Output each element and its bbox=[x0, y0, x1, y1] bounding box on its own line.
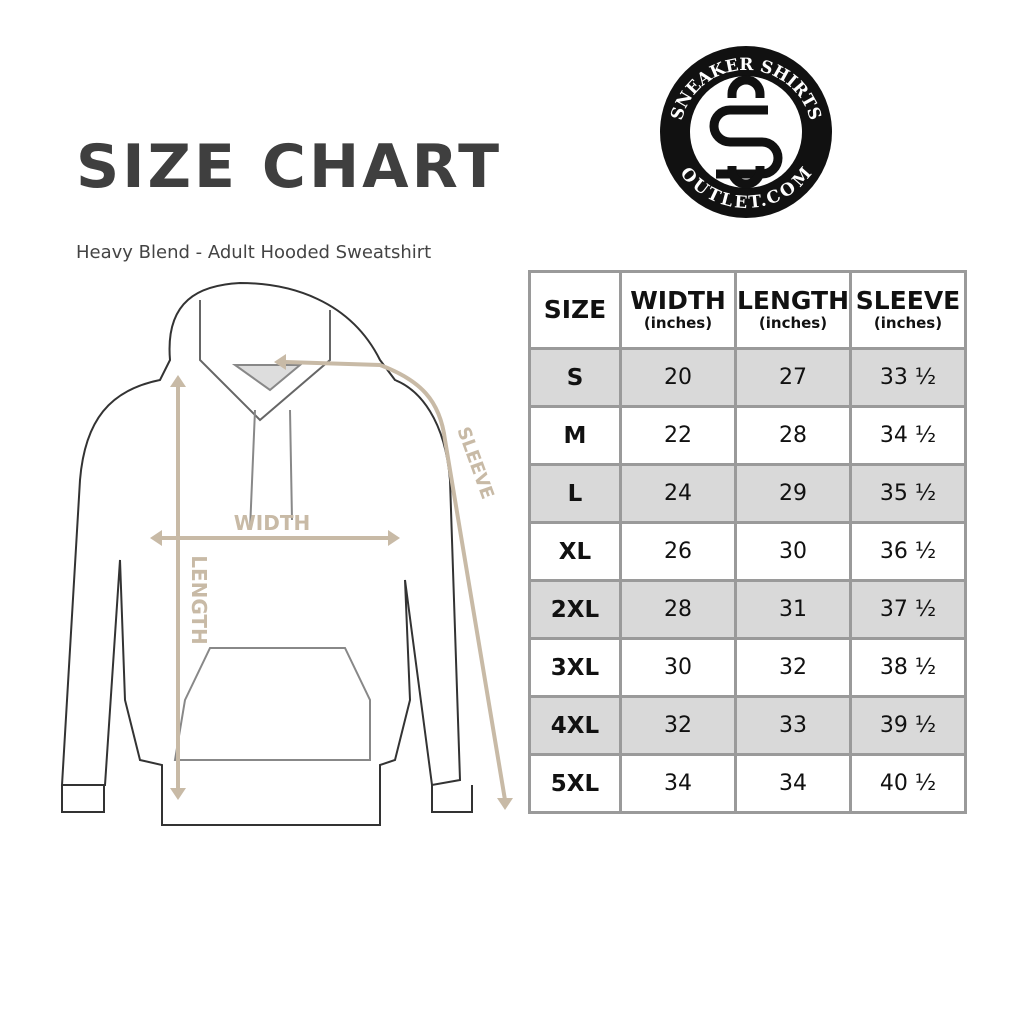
header-unit: (inches) bbox=[758, 314, 828, 332]
header-label: LENGTH bbox=[737, 286, 849, 315]
header-size: SIZE bbox=[528, 270, 622, 350]
size-cell: S bbox=[528, 347, 622, 408]
sleeve-cell: 40 ½ bbox=[849, 753, 967, 814]
header-length: LENGTH (inches) bbox=[734, 270, 852, 350]
width-cell: 22 bbox=[619, 405, 737, 466]
header-label: SIZE bbox=[543, 295, 607, 324]
length-label: LENGTH bbox=[187, 555, 211, 645]
sleeve-cell: 34 ½ bbox=[849, 405, 967, 466]
length-cell: 31 bbox=[734, 579, 852, 640]
sleeve-cell: 38 ½ bbox=[849, 637, 967, 698]
header-width: WIDTH (inches) bbox=[619, 270, 737, 350]
sleeve-cell: 39 ½ bbox=[849, 695, 967, 756]
header-unit: (inches) bbox=[643, 314, 713, 332]
page-title: SIZE CHART bbox=[76, 132, 503, 202]
table-row: M 22 28 34 ½ bbox=[528, 405, 967, 466]
width-cell: 32 bbox=[619, 695, 737, 756]
width-label: WIDTH bbox=[234, 511, 310, 535]
width-cell: 24 bbox=[619, 463, 737, 524]
table-row: 2XL 28 31 37 ½ bbox=[528, 579, 967, 640]
header-unit: (inches) bbox=[873, 314, 943, 332]
sleeve-cell: 35 ½ bbox=[849, 463, 967, 524]
hoodie-diagram: WIDTH LENGTH SLEEVE bbox=[60, 281, 513, 826]
table-row: 4XL 32 33 39 ½ bbox=[528, 695, 967, 756]
sleeve-label: SLEEVE bbox=[452, 424, 497, 502]
header-label: WIDTH bbox=[630, 286, 726, 315]
length-cell: 27 bbox=[734, 347, 852, 408]
brand-logo: SNEAKER SHIRTS OUTLET.COM bbox=[660, 46, 832, 218]
length-cell: 33 bbox=[734, 695, 852, 756]
size-cell: 3XL bbox=[528, 637, 622, 698]
sleeve-cell: 36 ½ bbox=[849, 521, 967, 582]
size-cell: 4XL bbox=[528, 695, 622, 756]
width-cell: 30 bbox=[619, 637, 737, 698]
width-cell: 34 bbox=[619, 753, 737, 814]
monogram-icon bbox=[709, 75, 783, 189]
length-cell: 29 bbox=[734, 463, 852, 524]
size-cell: 2XL bbox=[528, 579, 622, 640]
product-subtitle: Heavy Blend - Adult Hooded Sweatshirt bbox=[76, 242, 432, 263]
length-cell: 28 bbox=[734, 405, 852, 466]
sleeve-cell: 37 ½ bbox=[849, 579, 967, 640]
size-cell: XL bbox=[528, 521, 622, 582]
length-cell: 30 bbox=[734, 521, 852, 582]
table-row: XL 26 30 36 ½ bbox=[528, 521, 967, 582]
table-row: 3XL 30 32 38 ½ bbox=[528, 637, 967, 698]
size-cell: M bbox=[528, 405, 622, 466]
table-row: S 20 27 33 ½ bbox=[528, 347, 967, 408]
table-row: 5XL 34 34 40 ½ bbox=[528, 753, 967, 814]
header-label: SLEEVE bbox=[855, 286, 961, 315]
header-sleeve: SLEEVE (inches) bbox=[849, 270, 967, 350]
size-cell: 5XL bbox=[528, 753, 622, 814]
size-table: SIZE WIDTH (inches) LENGTH (inches) SLEEVE… bbox=[528, 270, 967, 814]
length-cell: 34 bbox=[734, 753, 852, 814]
table-row: L 24 29 35 ½ bbox=[528, 463, 967, 524]
width-cell: 20 bbox=[619, 347, 737, 408]
width-cell: 26 bbox=[619, 521, 737, 582]
sleeve-cell: 33 ½ bbox=[849, 347, 967, 408]
width-cell: 28 bbox=[619, 579, 737, 640]
size-cell: L bbox=[528, 463, 622, 524]
length-cell: 32 bbox=[734, 637, 852, 698]
table-header-row: SIZE WIDTH (inches) LENGTH (inches) SLEEVE… bbox=[528, 270, 967, 350]
